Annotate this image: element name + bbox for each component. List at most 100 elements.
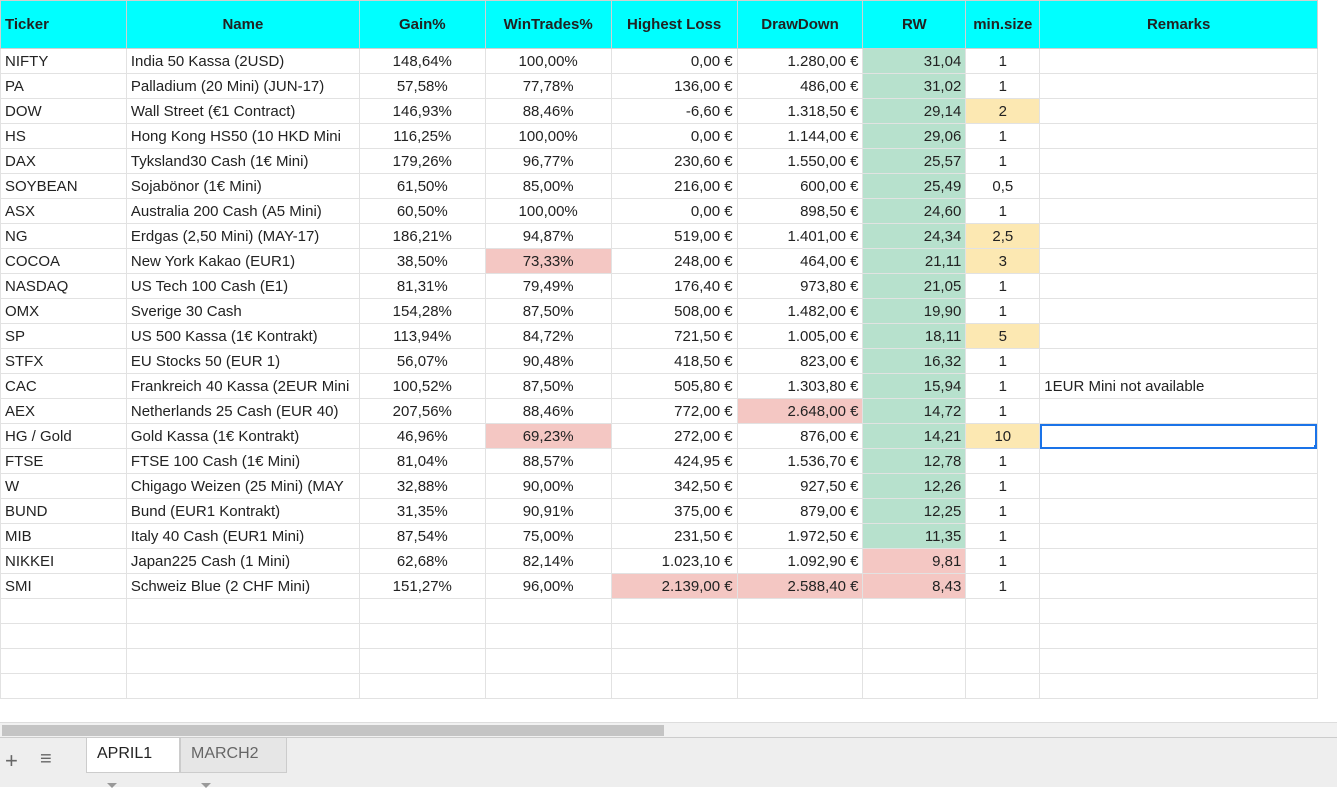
- empty-cell[interactable]: [1039, 623, 1318, 649]
- cell-highest-loss[interactable]: 721,50 €: [610, 323, 738, 349]
- empty-cell[interactable]: [736, 623, 864, 649]
- cell-ticker[interactable]: PA: [0, 73, 127, 99]
- cell-gain[interactable]: 113,94%: [358, 323, 486, 349]
- cell-rw[interactable]: 25,49: [862, 173, 967, 199]
- cell-min-size[interactable]: 5: [965, 323, 1041, 349]
- cell-rw[interactable]: 24,34: [862, 223, 967, 249]
- empty-cell[interactable]: [610, 673, 738, 699]
- cell-rw[interactable]: 18,11: [862, 323, 967, 349]
- cell-rw[interactable]: 24,60: [862, 198, 967, 224]
- cell-gain[interactable]: 57,58%: [358, 73, 486, 99]
- cell-drawdown[interactable]: 1.536,70 €: [736, 448, 864, 474]
- cell-highest-loss[interactable]: 0,00 €: [610, 198, 738, 224]
- cell-rw[interactable]: 19,90: [862, 298, 967, 324]
- cell-wintrades[interactable]: 90,48%: [484, 348, 612, 374]
- cell-wintrades[interactable]: 84,72%: [484, 323, 612, 349]
- cell-gain[interactable]: 81,31%: [358, 273, 486, 299]
- cell-remarks[interactable]: 1EUR Mini not available: [1039, 373, 1318, 399]
- cell-ticker[interactable]: AEX: [0, 398, 127, 424]
- cell-rw[interactable]: 29,14: [862, 98, 967, 124]
- cell-name[interactable]: FTSE 100 Cash (1€ Mini): [125, 448, 360, 474]
- cell-gain[interactable]: 100,52%: [358, 373, 486, 399]
- empty-cell[interactable]: [0, 673, 127, 699]
- cell-remarks[interactable]: [1039, 498, 1318, 524]
- cell-wintrades[interactable]: 90,91%: [484, 498, 612, 524]
- cell-rw[interactable]: 15,94: [862, 373, 967, 399]
- cell-min-size[interactable]: 1: [965, 473, 1041, 499]
- cell-drawdown[interactable]: 823,00 €: [736, 348, 864, 374]
- cell-ticker[interactable]: DAX: [0, 148, 127, 174]
- cell-rw[interactable]: 29,06: [862, 123, 967, 149]
- cell-highest-loss[interactable]: 342,50 €: [610, 473, 738, 499]
- empty-cell[interactable]: [125, 673, 360, 699]
- cell-remarks[interactable]: [1039, 123, 1318, 149]
- cell-gain[interactable]: 148,64%: [358, 48, 486, 74]
- cell-min-size[interactable]: 1: [965, 273, 1041, 299]
- empty-cell[interactable]: [862, 598, 967, 624]
- cell-min-size[interactable]: 1: [965, 123, 1041, 149]
- cell-highest-loss[interactable]: 176,40 €: [610, 273, 738, 299]
- cell-name[interactable]: Frankreich 40 Kassa (2EUR Mini: [125, 373, 360, 399]
- cell-remarks[interactable]: [1039, 323, 1318, 349]
- cell-drawdown[interactable]: 2.648,00 €: [736, 398, 864, 424]
- cell-min-size[interactable]: 1: [965, 573, 1041, 599]
- cell-highest-loss[interactable]: 0,00 €: [610, 48, 738, 74]
- cell-gain[interactable]: 62,68%: [358, 548, 486, 574]
- cell-gain[interactable]: 38,50%: [358, 248, 486, 274]
- cell-remarks[interactable]: [1039, 298, 1318, 324]
- empty-cell[interactable]: [484, 598, 612, 624]
- empty-cell[interactable]: [0, 648, 127, 674]
- cell-drawdown[interactable]: 1.482,00 €: [736, 298, 864, 324]
- empty-cell[interactable]: [0, 623, 127, 649]
- cell-highest-loss[interactable]: 248,00 €: [610, 248, 738, 274]
- column-header-min-size[interactable]: min.size: [965, 0, 1041, 49]
- cell-name[interactable]: US 500 Kassa (1€ Kontrakt): [125, 323, 360, 349]
- cell-highest-loss[interactable]: 136,00 €: [610, 73, 738, 99]
- empty-cell[interactable]: [1039, 598, 1318, 624]
- cell-gain[interactable]: 151,27%: [358, 573, 486, 599]
- cell-drawdown[interactable]: 1.092,90 €: [736, 548, 864, 574]
- cell-name[interactable]: US Tech 100 Cash (E1): [125, 273, 360, 299]
- cell-gain[interactable]: 46,96%: [358, 423, 486, 449]
- cell-min-size[interactable]: 1: [965, 398, 1041, 424]
- empty-cell[interactable]: [484, 623, 612, 649]
- cell-name[interactable]: Netherlands 25 Cash (EUR 40): [125, 398, 360, 424]
- cell-gain[interactable]: 81,04%: [358, 448, 486, 474]
- cell-ticker[interactable]: OMX: [0, 298, 127, 324]
- cell-min-size[interactable]: 2,5: [965, 223, 1041, 249]
- cell-remarks[interactable]: [1039, 548, 1318, 574]
- tab-april1[interactable]: APRIL1: [86, 738, 180, 789]
- cell-wintrades[interactable]: 94,87%: [484, 223, 612, 249]
- empty-cell[interactable]: [358, 598, 486, 624]
- cell-gain[interactable]: 56,07%: [358, 348, 486, 374]
- empty-cell[interactable]: [358, 648, 486, 674]
- cell-highest-loss[interactable]: 230,60 €: [610, 148, 738, 174]
- cell-name[interactable]: EU Stocks 50 (EUR 1): [125, 348, 360, 374]
- cell-wintrades[interactable]: 100,00%: [484, 48, 612, 74]
- cell-remarks[interactable]: [1039, 523, 1318, 549]
- cell-highest-loss[interactable]: 508,00 €: [610, 298, 738, 324]
- cell-min-size[interactable]: 0,5: [965, 173, 1041, 199]
- cell-drawdown[interactable]: 464,00 €: [736, 248, 864, 274]
- cell-min-size[interactable]: 1: [965, 448, 1041, 474]
- cell-drawdown[interactable]: 1.550,00 €: [736, 148, 864, 174]
- cell-name[interactable]: Hong Kong HS50 (10 HKD Mini: [125, 123, 360, 149]
- cell-wintrades[interactable]: 100,00%: [484, 198, 612, 224]
- cell-gain[interactable]: 116,25%: [358, 123, 486, 149]
- cell-ticker[interactable]: HS: [0, 123, 127, 149]
- empty-cell[interactable]: [965, 623, 1041, 649]
- cell-wintrades[interactable]: 87,50%: [484, 298, 612, 324]
- cell-gain[interactable]: 60,50%: [358, 198, 486, 224]
- cell-min-size[interactable]: 1: [965, 298, 1041, 324]
- cell-remarks[interactable]: [1039, 423, 1318, 449]
- cell-gain[interactable]: 32,88%: [358, 473, 486, 499]
- cell-drawdown[interactable]: 1.972,50 €: [736, 523, 864, 549]
- cell-rw[interactable]: 16,32: [862, 348, 967, 374]
- cell-min-size[interactable]: 1: [965, 73, 1041, 99]
- cell-drawdown[interactable]: 1.144,00 €: [736, 123, 864, 149]
- cell-min-size[interactable]: 1: [965, 498, 1041, 524]
- cell-wintrades[interactable]: 96,00%: [484, 573, 612, 599]
- cell-drawdown[interactable]: 898,50 €: [736, 198, 864, 224]
- cell-min-size[interactable]: 1: [965, 548, 1041, 574]
- cell-drawdown[interactable]: 1.280,00 €: [736, 48, 864, 74]
